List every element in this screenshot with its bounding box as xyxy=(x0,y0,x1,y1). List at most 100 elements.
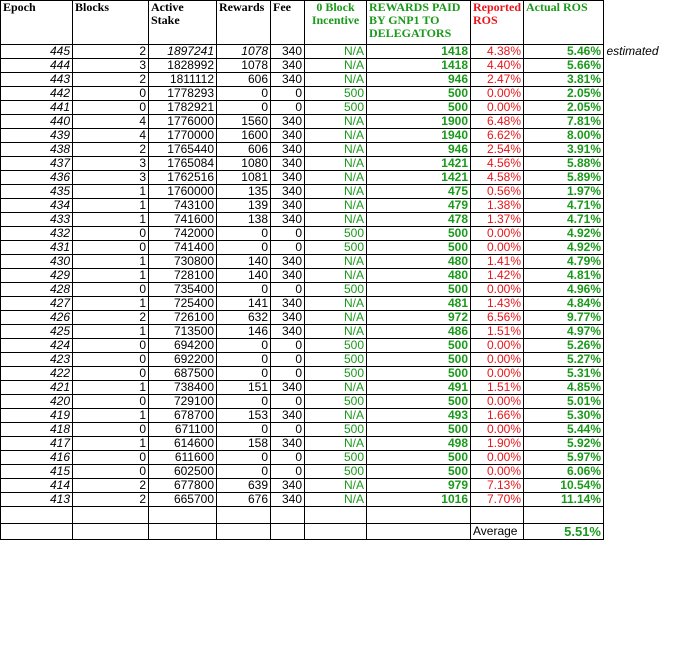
cell-actual-ros[interactable]: 4.79% xyxy=(523,254,604,269)
cell-rewards-paid[interactable]: 946 xyxy=(366,142,471,157)
cell-epoch[interactable]: 429 xyxy=(0,268,73,283)
cell-blocks[interactable]: 1 xyxy=(72,198,149,213)
cell-actual-ros[interactable]: 5.30% xyxy=(523,408,604,423)
cell-active-stake[interactable]: 730800 xyxy=(148,254,217,269)
cell-rewards[interactable]: 1560 xyxy=(216,114,271,129)
cell-blocks[interactable]: 0 xyxy=(72,464,149,479)
cell-rewards-paid[interactable]: 486 xyxy=(366,324,471,339)
cell-rewards[interactable]: 151 xyxy=(216,380,271,395)
cell-fee[interactable]: 340 xyxy=(270,170,305,185)
cell-rewards[interactable]: 0 xyxy=(216,100,271,115)
cell-zero-block-incentive[interactable]: 500 xyxy=(304,366,367,381)
cell-rewards[interactable]: 1078 xyxy=(216,58,271,73)
cell-fee[interactable]: 340 xyxy=(270,436,305,451)
cell-zero-block-incentive[interactable]: N/A xyxy=(304,310,367,325)
header-active-stake[interactable]: Active Stake xyxy=(148,0,217,45)
cell-rewards-paid[interactable]: 500 xyxy=(366,100,471,115)
cell-rewards-paid[interactable]: 1900 xyxy=(366,114,471,129)
cell-blocks[interactable]: 0 xyxy=(72,450,149,465)
cell-rewards[interactable]: 0 xyxy=(216,422,271,437)
cell-fee[interactable]: 340 xyxy=(270,212,305,227)
cell-active-stake[interactable]: 1782921 xyxy=(148,100,217,115)
cell-epoch[interactable]: 438 xyxy=(0,142,73,157)
cell-fee[interactable]: 0 xyxy=(270,100,305,115)
cell-rewards-paid[interactable]: 480 xyxy=(366,254,471,269)
cell-active-stake[interactable]: 1778293 xyxy=(148,86,217,101)
cell-rewards-paid[interactable]: 481 xyxy=(366,296,471,311)
cell-actual-ros[interactable]: 4.92% xyxy=(523,226,604,241)
cell-actual-ros[interactable]: 5.66% xyxy=(523,58,604,73)
cell-active-stake[interactable]: 665700 xyxy=(148,492,217,507)
cell-fee[interactable]: 340 xyxy=(270,296,305,311)
cell-zero-block-incentive[interactable]: 500 xyxy=(304,282,367,297)
cell-rewards-paid[interactable]: 475 xyxy=(366,184,471,199)
cell-zero-block-incentive[interactable]: 500 xyxy=(304,464,367,479)
cell-fee[interactable]: 0 xyxy=(270,338,305,353)
cell-zero-block-incentive[interactable]: N/A xyxy=(304,492,367,507)
cell-blocks[interactable]: 0 xyxy=(72,394,149,409)
cell-reported-ros[interactable]: 4.58% xyxy=(470,170,524,185)
cell-epoch[interactable]: 436 xyxy=(0,170,73,185)
cell-epoch[interactable]: 442 xyxy=(0,86,73,101)
cell-active-stake[interactable]: 611600 xyxy=(148,450,217,465)
cell-active-stake[interactable]: 743100 xyxy=(148,198,217,213)
empty-cell[interactable] xyxy=(72,506,149,524)
cell-active-stake[interactable]: 741600 xyxy=(148,212,217,227)
cell-actual-ros[interactable]: 4.92% xyxy=(523,240,604,255)
cell-zero-block-incentive[interactable]: N/A xyxy=(304,156,367,171)
cell-actual-ros[interactable]: 4.71% xyxy=(523,198,604,213)
cell-epoch[interactable]: 420 xyxy=(0,394,73,409)
cell-fee[interactable]: 0 xyxy=(270,464,305,479)
cell-rewards-paid[interactable]: 493 xyxy=(366,408,471,423)
cell-blocks[interactable]: 2 xyxy=(72,492,149,507)
cell-reported-ros[interactable]: 1.37% xyxy=(470,212,524,227)
cell-rewards-paid[interactable]: 500 xyxy=(366,226,471,241)
cell-epoch[interactable]: 426 xyxy=(0,310,73,325)
cell-blocks[interactable]: 4 xyxy=(72,114,149,129)
cell-reported-ros[interactable]: 6.48% xyxy=(470,114,524,129)
cell-fee[interactable]: 340 xyxy=(270,310,305,325)
header-epoch[interactable]: Epoch xyxy=(0,0,73,45)
cell-epoch[interactable]: 421 xyxy=(0,380,73,395)
cell-zero-block-incentive[interactable]: N/A xyxy=(304,324,367,339)
average-label[interactable]: Average xyxy=(470,523,524,540)
cell-zero-block-incentive[interactable]: 500 xyxy=(304,450,367,465)
cell-zero-block-incentive[interactable]: N/A xyxy=(304,478,367,493)
cell-reported-ros[interactable]: 2.47% xyxy=(470,72,524,87)
cell-active-stake[interactable]: 677800 xyxy=(148,478,217,493)
cell-fee[interactable]: 0 xyxy=(270,226,305,241)
header-blocks[interactable]: Blocks xyxy=(72,0,149,45)
cell-blocks[interactable]: 1 xyxy=(72,212,149,227)
cell-active-stake[interactable]: 1828992 xyxy=(148,58,217,73)
cell-actual-ros[interactable]: 5.92% xyxy=(523,436,604,451)
cell-rewards[interactable]: 0 xyxy=(216,226,271,241)
cell-rewards[interactable]: 153 xyxy=(216,408,271,423)
cell-zero-block-incentive[interactable]: N/A xyxy=(304,170,367,185)
cell-rewards[interactable]: 676 xyxy=(216,492,271,507)
cell-zero-block-incentive[interactable]: 500 xyxy=(304,226,367,241)
cell-zero-block-incentive[interactable]: N/A xyxy=(304,408,367,423)
cell-epoch[interactable]: 437 xyxy=(0,156,73,171)
cell-epoch[interactable]: 418 xyxy=(0,422,73,437)
cell-blocks[interactable]: 1 xyxy=(72,408,149,423)
cell-reported-ros[interactable]: 1.90% xyxy=(470,436,524,451)
cell-zero-block-incentive[interactable]: N/A xyxy=(304,184,367,199)
cell-reported-ros[interactable]: 0.00% xyxy=(470,352,524,367)
empty-cell[interactable] xyxy=(304,506,367,524)
cell-zero-block-incentive[interactable]: 500 xyxy=(304,394,367,409)
cell-epoch[interactable]: 427 xyxy=(0,296,73,311)
cell-active-stake[interactable]: 1897241 xyxy=(148,44,217,59)
cell-active-stake[interactable]: 725400 xyxy=(148,296,217,311)
cell-fee[interactable]: 0 xyxy=(270,352,305,367)
cell-actual-ros[interactable]: 4.81% xyxy=(523,268,604,283)
cell-rewards[interactable]: 1080 xyxy=(216,156,271,171)
cell-fee[interactable]: 340 xyxy=(270,142,305,157)
cell-reported-ros[interactable]: 0.00% xyxy=(470,282,524,297)
cell-fee[interactable]: 340 xyxy=(270,492,305,507)
empty-cell[interactable] xyxy=(72,523,149,540)
cell-zero-block-incentive[interactable]: N/A xyxy=(304,114,367,129)
cell-actual-ros[interactable]: 5.46% xyxy=(523,44,604,59)
cell-actual-ros[interactable]: 3.81% xyxy=(523,72,604,87)
cell-epoch[interactable]: 430 xyxy=(0,254,73,269)
cell-rewards[interactable]: 1081 xyxy=(216,170,271,185)
